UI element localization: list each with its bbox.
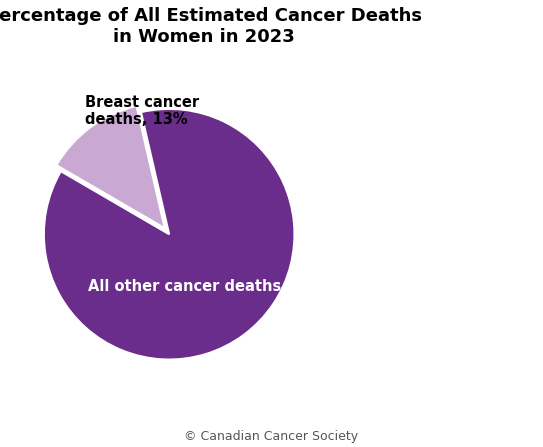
Text: All other cancer deaths, 87%: All other cancer deaths, 87% xyxy=(89,279,327,294)
Text: Breast cancer
deaths, 13%: Breast cancer deaths, 13% xyxy=(85,95,199,127)
Text: © Canadian Cancer Society: © Canadian Cancer Society xyxy=(185,430,358,443)
Title: Percentage of All Estimated Cancer Deaths
in Women in 2023: Percentage of All Estimated Cancer Death… xyxy=(0,7,421,46)
Wedge shape xyxy=(44,109,294,359)
Wedge shape xyxy=(56,106,165,228)
